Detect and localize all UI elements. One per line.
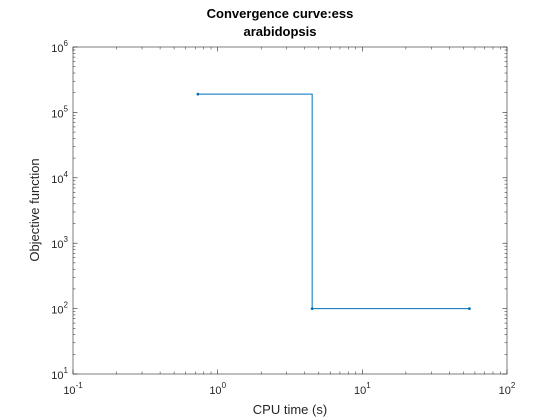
y-tick-label: 103 bbox=[51, 235, 68, 251]
plot-area bbox=[73, 47, 507, 374]
data-point bbox=[310, 307, 314, 310]
series-line bbox=[197, 93, 470, 310]
data-point bbox=[468, 307, 471, 310]
x-axis-label: CPU time (s) bbox=[253, 402, 327, 417]
y-tick-label: 101 bbox=[51, 366, 68, 382]
axes-box bbox=[72, 46, 508, 375]
y-axis-label: Objective function bbox=[27, 158, 42, 261]
y-tick-label: 102 bbox=[51, 301, 68, 317]
x-tick-label: 100 bbox=[209, 381, 226, 397]
data-point bbox=[196, 92, 200, 96]
x-tick-label: 10-1 bbox=[63, 381, 83, 397]
x-tick-label: 101 bbox=[354, 381, 371, 397]
ticks-layer: 10-1 100 101 102 101 102 103 104 105 106 bbox=[51, 39, 516, 397]
series-layer bbox=[196, 92, 471, 310]
y-tick-label: 105 bbox=[51, 104, 68, 120]
chart-title-line-2: arabidopsis bbox=[244, 24, 317, 39]
y-tick-label: 104 bbox=[51, 170, 68, 186]
x-tick-label: 102 bbox=[499, 381, 516, 397]
chart-title-line-1: Convergence curve:ess bbox=[207, 6, 354, 21]
y-tick-label: 106 bbox=[51, 39, 68, 55]
